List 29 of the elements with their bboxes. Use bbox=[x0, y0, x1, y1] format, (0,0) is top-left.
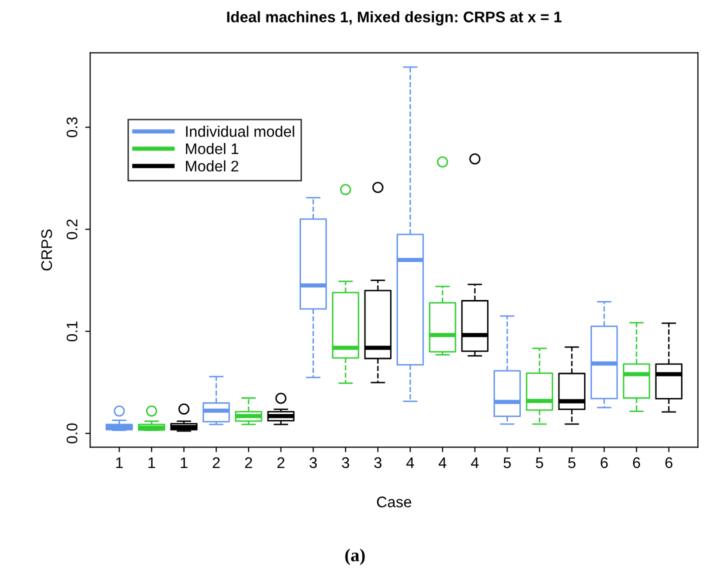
x-tick-label: 1 bbox=[148, 457, 156, 468]
x-tick-label: 1 bbox=[180, 457, 188, 468]
x-tick-label: 4 bbox=[406, 457, 414, 468]
x-tick-label: 3 bbox=[310, 457, 317, 468]
x-tick-label: 6 bbox=[665, 457, 672, 468]
x-tick-label: 2 bbox=[212, 457, 220, 468]
x-tick-label: 4 bbox=[470, 457, 479, 468]
legend-label: Model 2 bbox=[186, 160, 238, 172]
x-tick-label: 6 bbox=[600, 457, 608, 468]
y-tick-label: 0.1 bbox=[66, 321, 78, 342]
x-tick-label: 1 bbox=[116, 457, 123, 468]
x-tick-label: 3 bbox=[374, 457, 382, 468]
y-tick-label: 0.3 bbox=[66, 117, 78, 138]
chart-title: Ideal machines 1, Mixed design: CRPS at x = 1 bbox=[227, 11, 562, 26]
x-tick-label: 5 bbox=[504, 457, 511, 468]
x-tick-label: 5 bbox=[568, 457, 576, 468]
legend-label: Model 1 bbox=[186, 142, 238, 154]
x-tick-label: 4 bbox=[438, 457, 446, 468]
x-axis-title: Case bbox=[376, 496, 412, 508]
x-tick-label: 2 bbox=[245, 457, 252, 468]
x-tick-label: 3 bbox=[342, 457, 350, 468]
x-tick-label: 2 bbox=[277, 457, 284, 468]
y-tick-label: 0.2 bbox=[66, 219, 78, 240]
x-tick-label: 5 bbox=[536, 457, 544, 468]
x-tick-label: 6 bbox=[633, 457, 640, 468]
legend-label: Individual model bbox=[186, 126, 294, 137]
y-axis-title: CRPS bbox=[41, 229, 52, 270]
y-tick-label: 0.0 bbox=[66, 423, 78, 444]
text: (a) bbox=[345, 548, 365, 565]
